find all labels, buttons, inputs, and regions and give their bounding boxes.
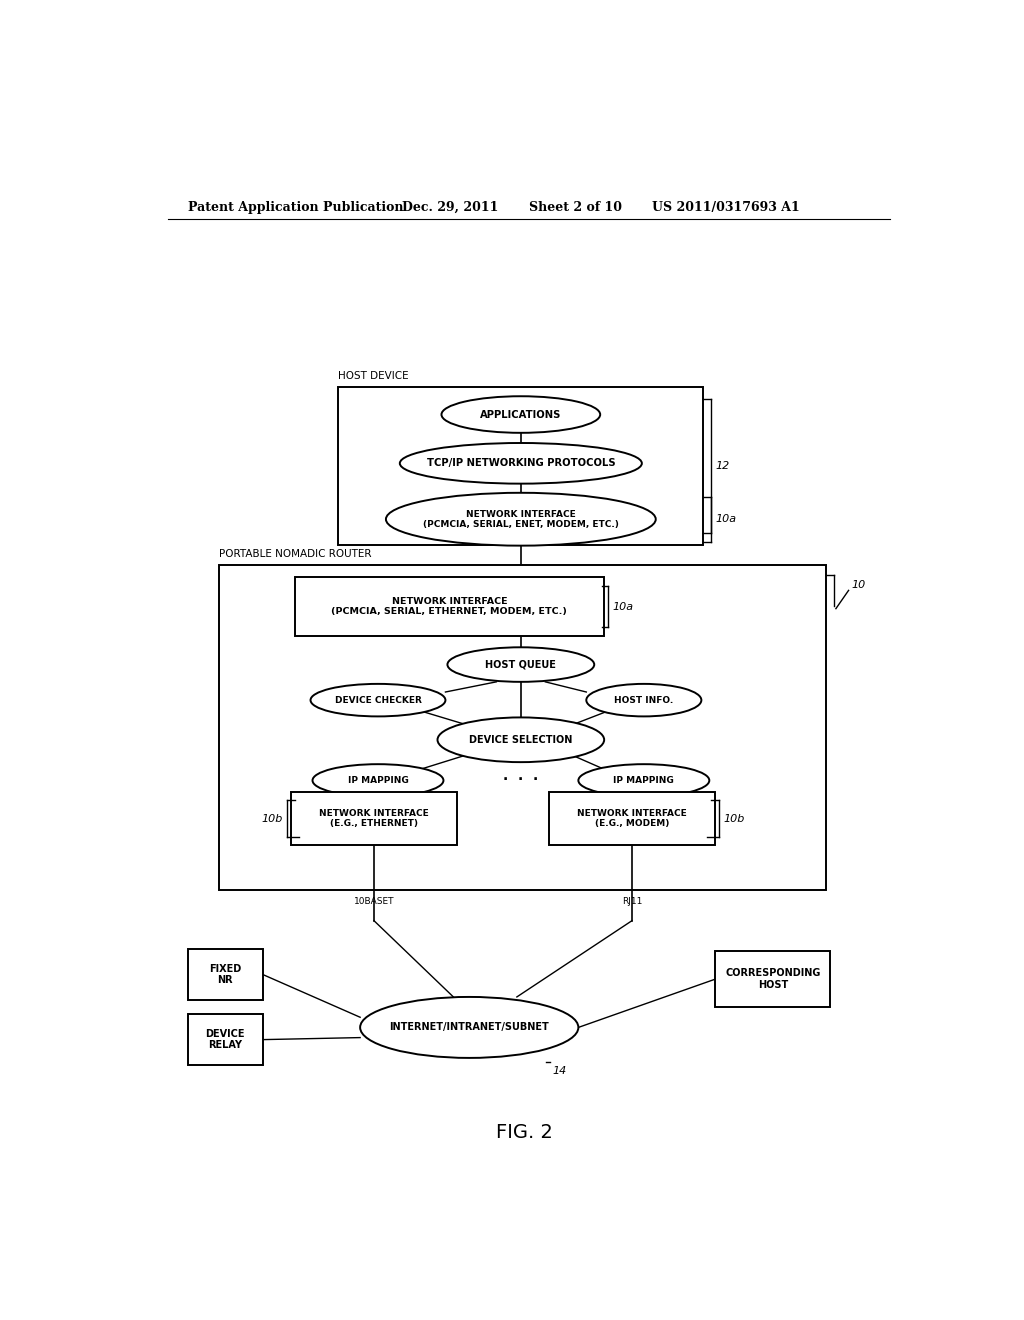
Text: Patent Application Publication: Patent Application Publication xyxy=(187,201,403,214)
Ellipse shape xyxy=(312,764,443,797)
Text: TCP/IP NETWORKING PROTOCOLS: TCP/IP NETWORKING PROTOCOLS xyxy=(427,458,615,469)
Text: FIG. 2: FIG. 2 xyxy=(497,1122,553,1142)
Ellipse shape xyxy=(579,764,710,797)
Ellipse shape xyxy=(399,444,642,483)
FancyBboxPatch shape xyxy=(338,387,703,545)
Text: US 2011/0317693 A1: US 2011/0317693 A1 xyxy=(652,201,800,214)
Text: Dec. 29, 2011: Dec. 29, 2011 xyxy=(401,201,498,214)
Text: RJ11: RJ11 xyxy=(622,898,642,907)
Ellipse shape xyxy=(441,396,600,433)
Text: 10b: 10b xyxy=(261,813,283,824)
Text: 10a: 10a xyxy=(612,602,633,611)
Text: 10b: 10b xyxy=(723,813,744,824)
FancyBboxPatch shape xyxy=(219,565,826,890)
Text: 10: 10 xyxy=(852,581,866,590)
Text: NETWORK INTERFACE
(E.G., MODEM): NETWORK INTERFACE (E.G., MODEM) xyxy=(578,809,687,828)
FancyBboxPatch shape xyxy=(549,792,715,846)
Text: APPLICATIONS: APPLICATIONS xyxy=(480,409,561,420)
Ellipse shape xyxy=(437,718,604,762)
FancyBboxPatch shape xyxy=(295,577,604,636)
Text: ·  ·  ·: · · · xyxy=(503,774,539,788)
Ellipse shape xyxy=(447,647,594,682)
Ellipse shape xyxy=(360,997,579,1057)
Text: IP MAPPING: IP MAPPING xyxy=(613,776,674,785)
Text: DEVICE SELECTION: DEVICE SELECTION xyxy=(469,735,572,744)
Text: HOST DEVICE: HOST DEVICE xyxy=(338,371,409,381)
Text: IP MAPPING: IP MAPPING xyxy=(347,776,409,785)
FancyBboxPatch shape xyxy=(187,949,263,1001)
Text: FIXED
NR: FIXED NR xyxy=(209,964,242,985)
Text: 14: 14 xyxy=(552,1067,566,1076)
Ellipse shape xyxy=(310,684,445,717)
FancyBboxPatch shape xyxy=(715,952,830,1007)
Text: 10a: 10a xyxy=(716,515,736,524)
Text: INTERNET/INTRANET/SUBNET: INTERNET/INTRANET/SUBNET xyxy=(389,1023,549,1032)
Text: HOST QUEUE: HOST QUEUE xyxy=(485,660,556,669)
Text: NETWORK INTERFACE
(PCMCIA, SERIAL, ENET, MODEM, ETC.): NETWORK INTERFACE (PCMCIA, SERIAL, ENET,… xyxy=(423,510,618,529)
Text: Sheet 2 of 10: Sheet 2 of 10 xyxy=(528,201,622,214)
Text: PORTABLE NOMADIC ROUTER: PORTABLE NOMADIC ROUTER xyxy=(219,549,372,558)
Ellipse shape xyxy=(386,492,655,545)
Text: DEVICE
RELAY: DEVICE RELAY xyxy=(206,1028,245,1051)
Text: 10BASET: 10BASET xyxy=(353,898,394,907)
Text: NETWORK INTERFACE
(E.G., ETHERNET): NETWORK INTERFACE (E.G., ETHERNET) xyxy=(319,809,429,828)
Text: 12: 12 xyxy=(716,461,729,471)
Text: CORRESPONDING
HOST: CORRESPONDING HOST xyxy=(725,969,820,990)
Ellipse shape xyxy=(587,684,701,717)
Text: DEVICE CHECKER: DEVICE CHECKER xyxy=(335,696,422,705)
FancyBboxPatch shape xyxy=(187,1014,263,1065)
Text: NETWORK INTERFACE
(PCMCIA, SERIAL, ETHERNET, MODEM, ETC.): NETWORK INTERFACE (PCMCIA, SERIAL, ETHER… xyxy=(332,597,567,616)
Text: HOST INFO.: HOST INFO. xyxy=(614,696,674,705)
FancyBboxPatch shape xyxy=(291,792,458,846)
